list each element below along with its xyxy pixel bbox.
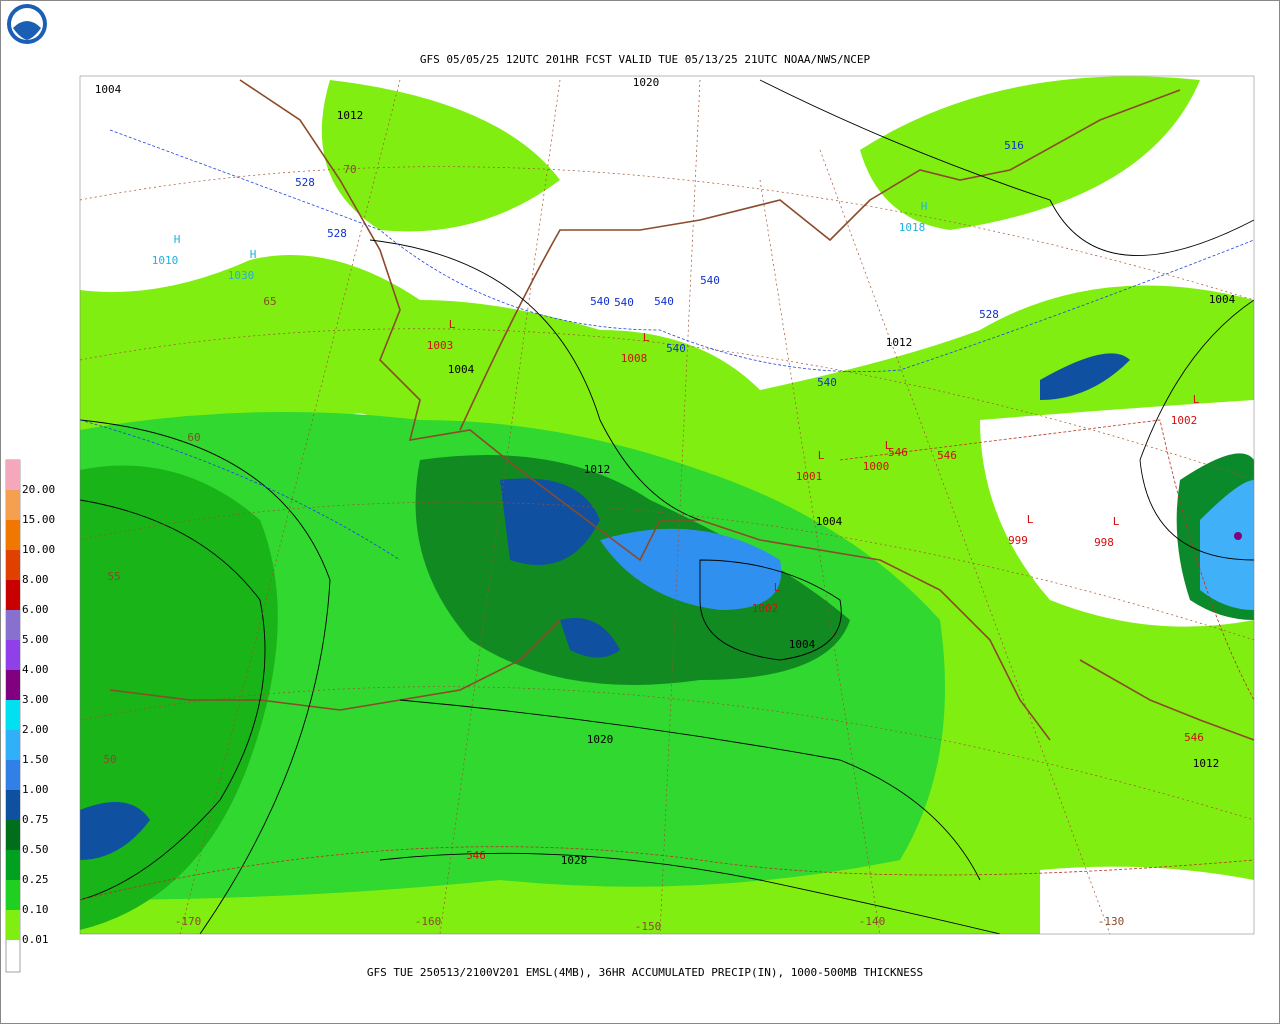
graticule-label: -150 (635, 920, 662, 933)
center-pressure: 1010 (152, 254, 179, 267)
center-pressure: 998 (1094, 536, 1114, 549)
isobar-label: 1028 (561, 854, 588, 867)
legend-swatch (6, 910, 20, 940)
legend-swatch (6, 580, 20, 610)
pressure-center: H (174, 233, 181, 246)
graticule-label: 65 (263, 295, 276, 308)
legend-swatch (6, 760, 20, 790)
pressure-center: L (1027, 513, 1034, 526)
pressure-center: L (885, 439, 892, 452)
legend-swatch (6, 730, 20, 760)
isobar-label: 1020 (587, 733, 614, 746)
legend-label: 0.75 (22, 813, 49, 826)
legend-swatch (6, 640, 20, 670)
noaa-logo (7, 4, 47, 44)
legend-swatch (6, 490, 20, 520)
legend-label: 4.00 (22, 663, 49, 676)
thickness-label: 546 (937, 449, 957, 462)
legend-swatch (6, 670, 20, 700)
center-pressure: 1002 (752, 602, 779, 615)
pressure-center: H (921, 200, 928, 213)
graticule-label: 60 (187, 431, 200, 444)
legend-swatch (6, 880, 20, 910)
pressure-center: L (1193, 393, 1200, 406)
legend-swatch (6, 610, 20, 640)
graticule-label: 50 (103, 753, 116, 766)
graticule-label: 55 (107, 570, 120, 583)
legend-label: 0.25 (22, 873, 49, 886)
legend-swatch (6, 460, 20, 490)
graticule-label: -140 (859, 915, 886, 928)
legend-label: 0.01 (22, 933, 49, 946)
legend: 20.00 15.00 10.00 8.00 6.00 5.00 4.00 3.00 2.00 1… (5, 459, 55, 973)
thickness-label: 528 (327, 227, 347, 240)
legend-label: 10.00 (22, 543, 55, 556)
thickness-label: 516 (1004, 139, 1024, 152)
legend-swatch (6, 790, 20, 820)
legend-label: 2.00 (22, 723, 49, 736)
isobar-label: 1004 (95, 83, 122, 96)
center-pressure: 1018 (899, 221, 926, 234)
isobar-label: 1012 (1193, 757, 1220, 770)
legend-swatch (6, 550, 20, 580)
center-pressure: 1003 (427, 339, 454, 352)
isobar-label: 1004 (1209, 293, 1236, 306)
pressure-center: H (250, 248, 257, 261)
isobar-label: 1004 (816, 515, 843, 528)
graticule-label: -160 (415, 915, 442, 928)
legend-label: 1.50 (22, 753, 49, 766)
isobar-label: 1004 (448, 363, 475, 376)
legend-label: 3.00 (22, 693, 49, 706)
center-pressure: 1000 (863, 460, 890, 473)
legend-swatch (6, 520, 20, 550)
map-labels: 1004 1012 1020 1004 1012 1004 1004 1020 1028 1012… (95, 76, 1236, 933)
isobar-label: 1012 (337, 109, 364, 122)
graticule-label: -130 (1098, 915, 1125, 928)
thickness-label: 540 (654, 295, 674, 308)
isobar-label: 1020 (633, 76, 660, 89)
legend-label: 20.00 (22, 483, 55, 496)
thickness-label: 546 (1184, 731, 1204, 744)
pressure-center: L (1113, 515, 1120, 528)
thickness-label: 528 (295, 176, 315, 189)
legend-swatch (6, 700, 20, 730)
graticule-label: 70 (343, 163, 356, 176)
pressure-center: L (643, 331, 650, 344)
pressure-center: L (449, 318, 456, 331)
center-pressure: 1008 (621, 352, 648, 365)
center-pressure: 1030 (228, 269, 255, 282)
isobar-label: 1012 (584, 463, 611, 476)
legend-label: 6.00 (22, 603, 49, 616)
center-pressure: 1001 (796, 470, 823, 483)
map (79, 75, 1255, 935)
legend-label: 15.00 (22, 513, 55, 526)
center-pressure: 999 (1008, 534, 1028, 547)
thickness-label: 546 (466, 849, 486, 862)
legend-swatch (6, 820, 20, 850)
legend-label: 8.00 (22, 573, 49, 586)
thickness-label: 540 (817, 376, 837, 389)
pressure-center: L (818, 449, 825, 462)
thickness-label: 540 (700, 274, 720, 287)
thickness-label: 546 (888, 446, 908, 459)
thickness-label: 528 (979, 308, 999, 321)
legend-label: 1.00 (22, 783, 49, 796)
legend-swatch (6, 850, 20, 880)
pressure-center: L (774, 581, 781, 594)
graticule-label: -170 (175, 915, 202, 928)
legend-label: 5.00 (22, 633, 49, 646)
isobar-label: 1012 (886, 336, 913, 349)
legend-label: 0.50 (22, 843, 49, 856)
thickness-label: 540 (614, 296, 634, 309)
center-pressure: 1002 (1171, 414, 1198, 427)
legend-label: 0.10 (22, 903, 49, 916)
caption: GFS TUE 250513/2100V201 EMSL(4MB), 36HR … (367, 966, 923, 979)
title: GFS 05/05/25 12UTC 201HR FCST VALID TUE … (420, 53, 871, 66)
thickness-label: 540 (666, 342, 686, 355)
thickness-label: 540 (590, 295, 610, 308)
isobar-label: 1004 (789, 638, 816, 651)
